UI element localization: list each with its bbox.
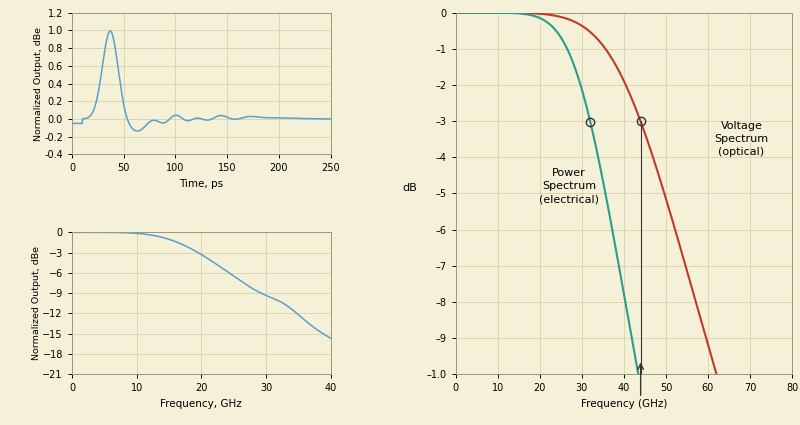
Y-axis label: Normalized Output, dBe: Normalized Output, dBe — [32, 246, 41, 360]
Y-axis label: Normalized Output, dBe: Normalized Output, dBe — [34, 27, 42, 141]
Text: Voltage
Spectrum
(optical): Voltage Spectrum (optical) — [714, 121, 769, 157]
X-axis label: Frequency, GHz: Frequency, GHz — [161, 399, 242, 408]
Text: Power
Spectrum
(electrical): Power Spectrum (electrical) — [539, 168, 599, 204]
X-axis label: Time, ps: Time, ps — [179, 179, 223, 189]
Y-axis label: dB: dB — [402, 183, 418, 193]
X-axis label: Frequency (GHz): Frequency (GHz) — [581, 399, 667, 408]
